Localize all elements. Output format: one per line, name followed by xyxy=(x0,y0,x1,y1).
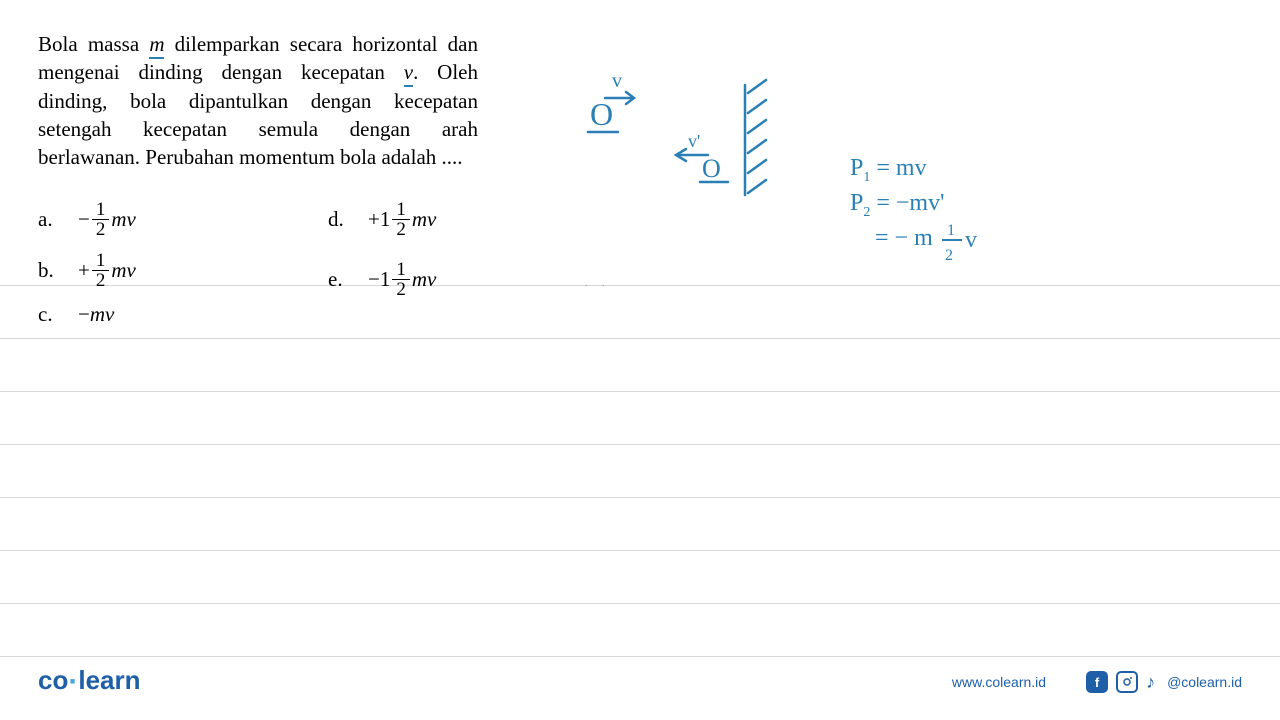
question-text: Bola massa m dilemparkan secara horizont… xyxy=(38,30,478,172)
svg-text:P2 = −mv': P2 = −mv' xyxy=(850,190,944,220)
option-a-frac: 1 2 xyxy=(92,200,110,239)
svg-text:v: v xyxy=(612,70,622,92)
option-d: d. +1 1 2 mv xyxy=(328,200,436,239)
option-b-frac: 1 2 xyxy=(92,251,110,290)
dots-artifact: . . xyxy=(585,278,611,289)
social-links: f ♪ @colearn.id xyxy=(1086,671,1242,693)
handwriting-area: O v O v' P1 = mv P2 = −mv' = − xyxy=(570,65,1050,305)
handwriting-svg: O v O v' P1 = mv P2 = −mv' = − xyxy=(570,65,1050,305)
q-var-v: v xyxy=(404,60,413,87)
option-e-sign: − xyxy=(368,267,380,292)
option-a: a. − 1 2 mv xyxy=(38,200,538,239)
option-b-value: + 1 2 mv xyxy=(78,251,136,290)
footer: co·learn www.colearn.id f ♪ @colearn.id xyxy=(0,662,1280,702)
facebook-icon[interactable]: f xyxy=(1086,671,1108,693)
logo-co: co xyxy=(38,665,68,695)
ruled-lines xyxy=(0,285,1280,709)
q-line5: Perubahan momentum bola adalah .... xyxy=(145,145,462,169)
option-e-frac: 1 2 xyxy=(392,260,410,299)
q-var-m: m xyxy=(149,32,164,59)
option-d-value: +1 1 2 mv xyxy=(368,200,436,239)
option-a-sign: − xyxy=(78,207,90,232)
option-c-label: c. xyxy=(38,302,78,327)
tiktok-icon[interactable]: ♪ xyxy=(1146,672,1155,693)
instagram-svg xyxy=(1121,676,1133,688)
svg-text:v': v' xyxy=(688,131,700,151)
option-d-tail: mv xyxy=(412,207,437,232)
instagram-icon[interactable] xyxy=(1116,671,1138,693)
option-b-sign: + xyxy=(78,258,90,283)
q-line2b: . Oleh xyxy=(413,60,478,84)
social-handle[interactable]: @colearn.id xyxy=(1167,674,1242,690)
svg-text:O: O xyxy=(702,154,721,183)
question-text-block: Bola massa m dilemparkan secara horizont… xyxy=(38,30,478,172)
option-b-label: b. xyxy=(38,258,78,283)
svg-text:P1 = mv: P1 = mv xyxy=(850,155,927,185)
svg-text:2: 2 xyxy=(945,247,953,264)
option-e-whole: 1 xyxy=(380,267,391,292)
q-line2a: mengenai dinding dengan kecepatan xyxy=(38,60,404,84)
svg-text:= − m: = − m xyxy=(875,225,933,251)
option-e-label: e. xyxy=(328,267,368,292)
svg-text:O: O xyxy=(590,96,613,132)
option-c-value: −mv xyxy=(78,302,114,327)
svg-text:1: 1 xyxy=(947,222,955,239)
logo-dot: · xyxy=(68,665,78,698)
option-c-plain: mv xyxy=(90,302,115,327)
option-a-value: − 1 2 mv xyxy=(78,200,136,239)
website-link[interactable]: www.colearn.id xyxy=(952,674,1046,690)
option-c: c. −mv xyxy=(38,302,538,327)
option-d-whole: 1 xyxy=(380,207,391,232)
option-e-value: −1 1 2 mv xyxy=(368,260,436,299)
q-line1a: Bola massa xyxy=(38,32,149,56)
option-c-sign: − xyxy=(78,302,90,327)
logo-learn: learn xyxy=(78,665,140,695)
option-d-frac: 1 2 xyxy=(392,200,410,239)
option-e: e. −1 1 2 mv xyxy=(328,260,436,299)
option-a-label: a. xyxy=(38,207,78,232)
option-b-tail: mv xyxy=(111,258,136,283)
option-b: b. + 1 2 mv xyxy=(38,251,538,290)
q-line1b: dilemparkan secara horizontal dan xyxy=(164,32,478,56)
option-d-label: d. xyxy=(328,207,368,232)
q-line3: dinding, bola dipantulkan dengan kecepat… xyxy=(38,89,478,113)
option-a-tail: mv xyxy=(111,207,136,232)
brand-logo: co·learn xyxy=(38,665,141,699)
option-e-tail: mv xyxy=(412,267,437,292)
option-d-sign: + xyxy=(368,207,380,232)
svg-text:v: v xyxy=(965,227,977,253)
answer-options: a. − 1 2 mv b. + 1 2 mv c. −mv d. xyxy=(38,200,538,339)
